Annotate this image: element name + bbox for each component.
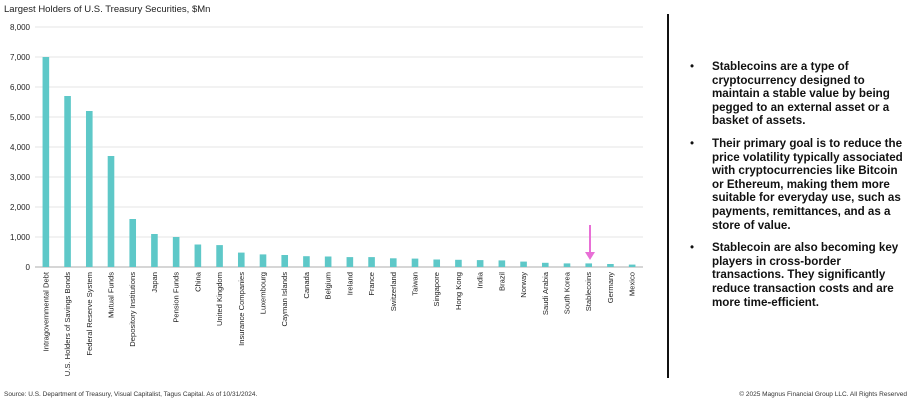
y-tick-label: 0 xyxy=(26,263,31,272)
x-tick-label: Depository Institutions xyxy=(128,272,137,347)
divider xyxy=(667,14,669,378)
x-tick-label: Norway xyxy=(519,272,528,298)
bar xyxy=(303,256,310,267)
x-tick-label: Canada xyxy=(302,271,311,298)
y-tick-label: 3,000 xyxy=(10,173,31,182)
bar xyxy=(216,245,223,267)
bar xyxy=(324,256,332,267)
x-tick-label: Federal Reserve System xyxy=(85,272,94,356)
x-tick-label: Germany xyxy=(606,272,615,303)
x-tick-label: Cayman Islands xyxy=(280,272,289,327)
x-tick-label: China xyxy=(193,271,202,292)
bar xyxy=(64,96,71,267)
x-tick-label: Mexico xyxy=(628,272,637,296)
y-tick-label: 6,000 xyxy=(10,83,31,92)
bar xyxy=(541,262,549,267)
chart-title: Largest Holders of U.S. Treasury Securit… xyxy=(4,4,210,15)
bar xyxy=(259,254,267,267)
x-tick-label: Taiwan xyxy=(411,272,420,296)
y-tick-label: 8,000 xyxy=(10,23,31,32)
x-tick-label: Singapore xyxy=(432,272,441,307)
bar xyxy=(194,244,202,267)
bar xyxy=(433,259,441,267)
bar xyxy=(476,260,484,267)
chart: Largest Holders of U.S. Treasury Securit… xyxy=(4,4,643,376)
x-tick-label: Pension Funds xyxy=(172,272,181,323)
note: Stablecoins are a type of cryptocurrency… xyxy=(688,60,903,128)
note: Their primary goal is to reduce the pric… xyxy=(688,137,903,232)
bar xyxy=(585,263,593,267)
x-tick-label: U.S. Holders of Savings Bonds xyxy=(63,272,72,376)
y-tick-label: 4,000 xyxy=(10,143,31,152)
x-tick-label: Saudi Arabia xyxy=(541,271,550,315)
bar xyxy=(107,156,115,267)
bar xyxy=(498,260,506,267)
bar xyxy=(628,264,636,267)
y-tick-label: 7,000 xyxy=(10,53,31,62)
bar xyxy=(455,259,462,267)
bar xyxy=(563,263,571,267)
y-tick-label: 1,000 xyxy=(10,233,31,242)
x-tick-label: Mutual Funds xyxy=(107,272,116,318)
y-tick-label: 2,000 xyxy=(10,203,31,212)
x-tick-label: Ireland xyxy=(345,272,354,295)
x-tick-label: Intragovernmental Debt xyxy=(41,271,50,351)
y-tick-label: 5,000 xyxy=(10,113,31,122)
note: Stablecoin are also becoming key players… xyxy=(688,241,903,309)
source: Source: U.S. Department of Treasury, Vis… xyxy=(4,391,258,398)
bar xyxy=(607,264,614,267)
bar xyxy=(151,234,158,267)
x-tick-label: Japan xyxy=(150,272,159,293)
bar xyxy=(411,258,419,267)
x-tick-label: France xyxy=(367,272,376,296)
copyright: © 2025 Magnus Financial Group LLC. All R… xyxy=(739,391,907,398)
bar xyxy=(520,261,527,267)
x-tick-label: Stablecoins xyxy=(584,272,593,311)
x-tick-label: South Korea xyxy=(563,271,572,314)
bar xyxy=(237,252,245,267)
bar xyxy=(172,237,180,267)
bar xyxy=(129,219,137,267)
highlight-arrowhead xyxy=(585,252,595,260)
bar xyxy=(42,57,50,267)
x-tick-label: Luxembourg xyxy=(259,272,268,314)
bar xyxy=(346,257,354,267)
x-tick-label: Brazil xyxy=(497,272,506,291)
notes: Stablecoins are a type of cryptocurrency… xyxy=(688,60,903,318)
x-tick-label: Switzerland xyxy=(389,272,398,311)
bar xyxy=(368,257,375,267)
x-tick-label: India xyxy=(476,271,485,288)
x-tick-label: United Kingdom xyxy=(215,272,224,326)
bar xyxy=(389,258,397,267)
bar xyxy=(281,255,289,267)
x-tick-label: Insurance Companies xyxy=(237,272,246,346)
x-tick-label: Hong Kong xyxy=(454,272,463,310)
x-tick-label: Belgium xyxy=(324,272,333,299)
bar xyxy=(85,111,93,267)
